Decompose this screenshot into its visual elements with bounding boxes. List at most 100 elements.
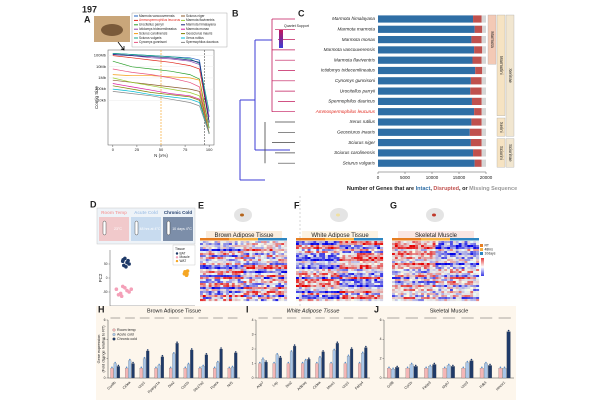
- legend-label: Room temp: [117, 328, 136, 332]
- heatmap-cell: [438, 247, 442, 250]
- heatmap-cell: [461, 249, 465, 252]
- heatmap-cell: [412, 253, 416, 256]
- heatmap-cell: [327, 269, 331, 272]
- heatmap-cell: [336, 261, 340, 264]
- heatmap-cell: [252, 257, 256, 260]
- heatmap-cell: [412, 291, 416, 294]
- heatmap-cell: [476, 273, 480, 276]
- heatmap-cell: [243, 271, 247, 274]
- heatmap-cell: [470, 247, 474, 250]
- heatmap-cell: [351, 277, 355, 280]
- x-tick-label: Cox8b: [107, 381, 117, 391]
- heatmap-cell: [452, 247, 456, 250]
- heatmap-cell: [476, 257, 480, 260]
- heatmap-cell: [237, 265, 241, 268]
- heatmap-cell: [438, 257, 442, 260]
- heatmap-cell: [243, 257, 247, 260]
- condition-name: Acute Cold: [134, 210, 158, 215]
- heatmap-cell: [205, 253, 209, 256]
- heatmap-cell: [394, 259, 398, 262]
- heatmap-cell: [263, 247, 267, 250]
- heatmap-cell: [333, 247, 337, 250]
- heatmap-cell: [272, 283, 276, 286]
- heatmap-cell: [269, 265, 273, 268]
- heatmap-cell: [368, 261, 372, 264]
- heatmap-cell: [263, 257, 267, 260]
- heatmap-cell: [403, 271, 407, 274]
- heatmap-cell: [205, 277, 209, 280]
- x-tick-label: 15000: [453, 175, 466, 180]
- heatmap-cell: [231, 259, 235, 262]
- heatmap-cell: [403, 287, 407, 290]
- heatmap-cell: [211, 277, 215, 280]
- heatmap-cell: [296, 293, 299, 296]
- clade-box: [487, 14, 497, 65]
- heatmap-cell: [432, 289, 436, 292]
- heatmap-cell: [455, 273, 459, 276]
- heatmap-cell: [263, 295, 267, 298]
- heatmap-cell: [313, 287, 317, 290]
- heatmap-cell: [284, 289, 288, 292]
- heatmap-cell: [240, 283, 244, 286]
- heatmap-cell: [336, 275, 340, 278]
- heatmap-cell: [406, 269, 410, 272]
- heatmap-cell: [322, 275, 326, 278]
- page-number: 197: [82, 4, 97, 14]
- heatmap-cell: [371, 265, 375, 268]
- legend-title: Quartet Support: [284, 24, 309, 28]
- heatmap-cell: [269, 291, 273, 294]
- heatmap-cell: [310, 271, 314, 274]
- heatmap-cell: [304, 299, 308, 302]
- replicate-dot: [125, 366, 128, 369]
- heatmap-cell: [249, 295, 253, 298]
- legend-box: [131, 12, 228, 48]
- heatmap-cell: [452, 241, 456, 244]
- heatmap-cell: [423, 267, 427, 270]
- heatmap-cell: [296, 245, 299, 248]
- heatmap-cell: [392, 299, 395, 302]
- heatmap-cell: [266, 291, 270, 294]
- heatmap-cell: [461, 247, 465, 250]
- heatmap-cell: [275, 275, 279, 278]
- bar: [219, 348, 223, 379]
- heatmap-cell: [380, 267, 384, 270]
- legend-label: Spermophilus dauricus: [186, 40, 219, 44]
- heatmap-cell: [450, 241, 453, 244]
- heatmap-cell: [438, 297, 442, 300]
- heatmap-cell: [333, 277, 337, 280]
- heatmap-cell: [333, 285, 337, 288]
- heatmap-cell: [447, 287, 451, 290]
- bar: [428, 366, 433, 379]
- y-axis-label: Gene expression: [97, 335, 101, 364]
- heatmap-cell: [246, 243, 250, 246]
- heatmap-cell: [455, 241, 459, 244]
- heatmap-cell: [441, 249, 445, 252]
- heatmap-cell: [202, 285, 206, 288]
- heatmap-cell: [415, 293, 419, 296]
- heatmap-cell: [255, 289, 259, 292]
- bar: [183, 368, 187, 379]
- category-label: Marmota monax: [342, 37, 376, 42]
- heatmap-cell: [415, 287, 419, 290]
- heatmap-cell: [284, 279, 288, 282]
- heatmap-cell: [211, 261, 215, 264]
- heatmap-cell: [371, 259, 375, 262]
- heatmap-cell: [307, 265, 311, 268]
- heatmap-cell: [237, 283, 241, 286]
- heatmap-cell: [441, 299, 445, 302]
- heatmap-cell: [269, 287, 273, 290]
- heatmap-cell: [327, 285, 331, 288]
- heatmap-cell: [359, 299, 363, 302]
- heatmap-cell: [208, 297, 212, 300]
- heatmap-cell: [394, 289, 398, 292]
- bar: [304, 360, 308, 379]
- bar: [315, 363, 319, 379]
- heatmap-cell: [362, 269, 366, 272]
- heatmap-cell: [333, 253, 337, 256]
- heatmap-cell: [452, 259, 456, 262]
- heatmap-cell: [365, 243, 369, 246]
- heatmap-cell: [371, 253, 375, 256]
- heatmap-cell: [458, 263, 462, 266]
- heatmap-cell: [325, 283, 328, 286]
- heatmap-cell: [200, 297, 203, 300]
